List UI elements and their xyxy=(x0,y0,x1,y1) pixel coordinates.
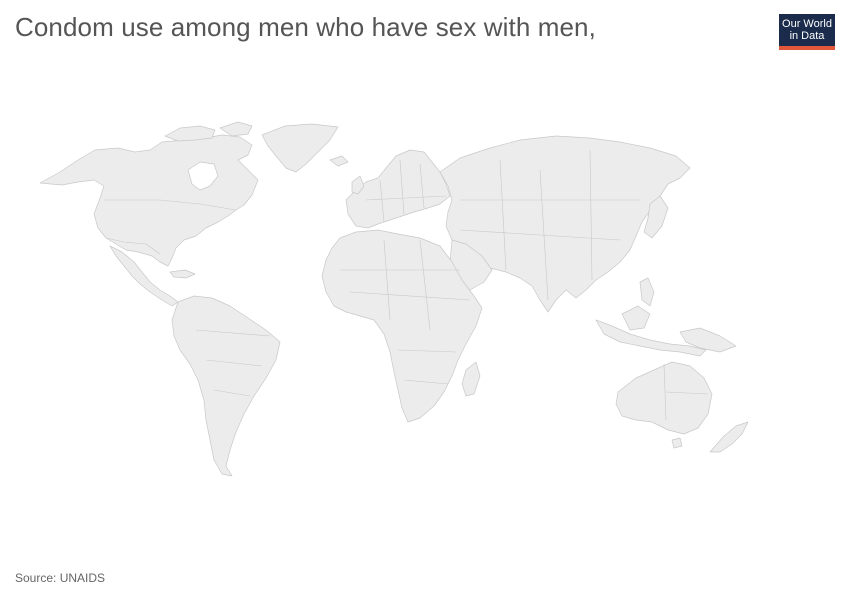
central-america[interactable] xyxy=(109,245,179,307)
logo-line-2: in Data xyxy=(789,30,825,42)
borneo[interactable] xyxy=(621,305,651,331)
greenland[interactable] xyxy=(261,123,339,173)
usa-canada-border xyxy=(104,199,237,211)
hudson-bay xyxy=(187,161,219,191)
south-america-borders xyxy=(195,329,271,397)
owid-logo[interactable]: Our World in Data xyxy=(779,14,835,50)
asia-borders xyxy=(459,149,640,301)
africa[interactable] xyxy=(321,229,483,423)
logo-line-1: Our World xyxy=(782,18,832,30)
indonesia[interactable] xyxy=(595,319,707,357)
tasmania[interactable] xyxy=(671,437,683,449)
europe-borders xyxy=(365,159,447,223)
source-note: Source: UNAIDS xyxy=(15,571,106,585)
australia[interactable] xyxy=(615,361,713,435)
africa-borders xyxy=(340,239,471,385)
uk[interactable] xyxy=(351,175,365,195)
caribbean[interactable] xyxy=(169,269,196,279)
chart-title: Condom use among men who have sex with m… xyxy=(15,12,596,42)
japan[interactable] xyxy=(643,195,669,239)
arctic-islands-2[interactable] xyxy=(219,121,253,137)
philippines[interactable] xyxy=(639,277,655,307)
new-zealand[interactable] xyxy=(709,421,749,453)
usa-mexico-border xyxy=(105,237,161,255)
madagascar[interactable] xyxy=(461,361,481,397)
arctic-islands[interactable] xyxy=(164,125,216,142)
south-america[interactable] xyxy=(171,295,281,477)
iceland[interactable] xyxy=(329,155,349,167)
new-guinea[interactable] xyxy=(679,327,737,353)
australia-borders xyxy=(663,363,709,421)
world-map[interactable] xyxy=(0,100,850,500)
europe[interactable] xyxy=(345,149,451,229)
